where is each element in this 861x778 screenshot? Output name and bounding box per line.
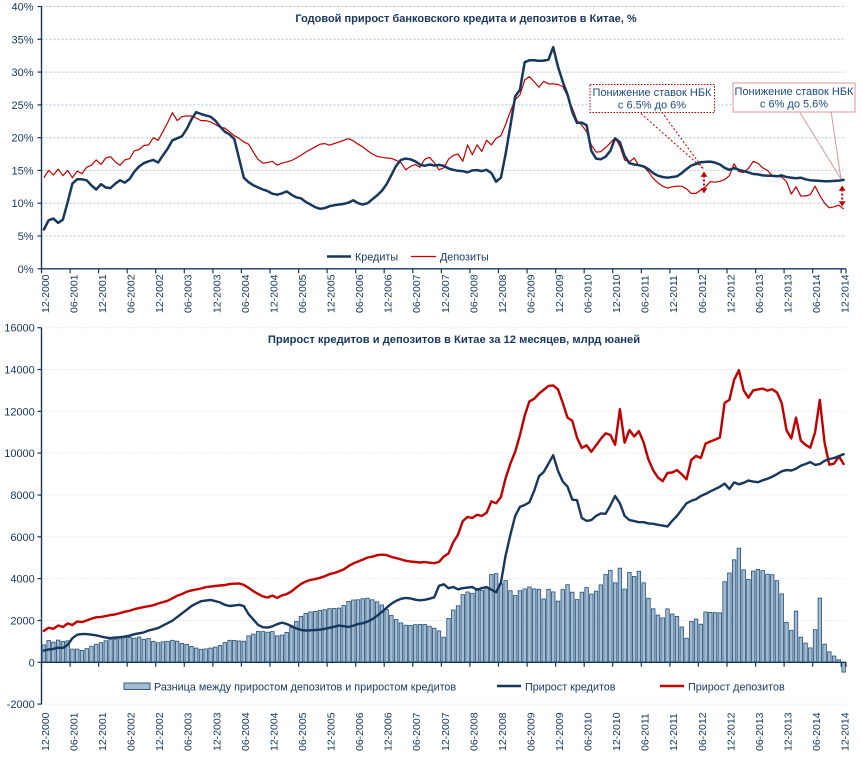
svg-text:06-2013: 06-2013 — [754, 274, 766, 313]
svg-text:4000: 4000 — [10, 574, 34, 586]
svg-text:12-2004: 12-2004 — [268, 274, 280, 313]
svg-text:20%: 20% — [11, 133, 33, 145]
svg-text:15%: 15% — [11, 165, 33, 177]
svg-text:12-2005: 12-2005 — [326, 712, 338, 751]
svg-text:16000: 16000 — [4, 323, 35, 335]
svg-text:12-2014: 12-2014 — [840, 712, 852, 751]
svg-text:с 6% до 5.6%: с 6% до 5.6% — [760, 99, 828, 111]
svg-text:12-2009: 12-2009 — [554, 712, 566, 751]
svg-text:14000: 14000 — [4, 365, 35, 377]
svg-text:12000: 12000 — [4, 406, 35, 418]
svg-text:10000: 10000 — [4, 448, 35, 460]
svg-text:8000: 8000 — [10, 490, 34, 502]
svg-text:12-2008: 12-2008 — [497, 274, 509, 313]
svg-text:12-2003: 12-2003 — [211, 274, 223, 313]
svg-text:0: 0 — [29, 657, 35, 669]
svg-text:12-2010: 12-2010 — [611, 274, 623, 313]
svg-text:12-2006: 12-2006 — [383, 712, 395, 751]
svg-text:06-2003: 06-2003 — [183, 712, 195, 751]
svg-text:Прирост кредитов и депозитов в: Прирост кредитов и депозитов в Китае за … — [268, 334, 640, 346]
svg-text:25%: 25% — [11, 100, 33, 112]
svg-text:06-2007: 06-2007 — [411, 274, 423, 313]
svg-text:Прирост депозитов: Прирост депозитов — [688, 682, 785, 694]
svg-text:-2000: -2000 — [7, 699, 35, 711]
svg-text:12-2012: 12-2012 — [725, 274, 737, 313]
svg-text:12-2005: 12-2005 — [326, 274, 338, 313]
svg-text:12-2001: 12-2001 — [97, 274, 109, 313]
svg-text:12-2007: 12-2007 — [440, 274, 452, 313]
svg-text:35%: 35% — [11, 34, 33, 46]
svg-text:12-2010: 12-2010 — [611, 712, 623, 751]
svg-text:Понижение ставок НБК: Понижение ставок НБК — [735, 86, 855, 98]
svg-text:06-2010: 06-2010 — [583, 274, 595, 313]
svg-text:12-2000: 12-2000 — [40, 712, 52, 751]
svg-text:12-2011: 12-2011 — [668, 275, 680, 313]
svg-text:06-2001: 06-2001 — [68, 274, 80, 313]
svg-text:с 6.5% до 6%: с 6.5% до 6% — [618, 100, 686, 112]
svg-text:06-2002: 06-2002 — [126, 274, 138, 313]
svg-text:6000: 6000 — [10, 532, 34, 544]
svg-text:12-2000: 12-2000 — [40, 274, 52, 313]
svg-text:12-2002: 12-2002 — [154, 712, 166, 751]
svg-text:Разница между приростом депоз: Разница между приростом депозитов и прир… — [154, 682, 456, 694]
svg-text:30%: 30% — [11, 67, 33, 79]
svg-text:06-2005: 06-2005 — [297, 712, 309, 751]
svg-text:06-2004: 06-2004 — [240, 712, 252, 751]
svg-text:Понижение ставок НБК: Понижение ставок НБК — [593, 87, 713, 99]
svg-text:12-2013: 12-2013 — [783, 712, 795, 751]
svg-text:06-2004: 06-2004 — [240, 274, 252, 313]
svg-text:06-2010: 06-2010 — [583, 712, 595, 751]
svg-text:12-2012: 12-2012 — [725, 712, 737, 751]
svg-text:12-2003: 12-2003 — [211, 712, 223, 751]
svg-text:Кредиты: Кредиты — [355, 252, 398, 264]
svg-text:06-2006: 06-2006 — [354, 712, 366, 751]
svg-text:12-2011: 12-2011 — [668, 713, 680, 751]
svg-text:06-2002: 06-2002 — [126, 712, 138, 751]
svg-text:06-2008: 06-2008 — [468, 712, 480, 751]
svg-text:12-2007: 12-2007 — [440, 712, 452, 751]
svg-text:06-2001: 06-2001 — [68, 712, 80, 751]
svg-text:06-2014: 06-2014 — [811, 274, 823, 313]
svg-text:06-2009: 06-2009 — [525, 712, 537, 751]
svg-text:12-2002: 12-2002 — [154, 274, 166, 313]
svg-text:12-2013: 12-2013 — [783, 274, 795, 313]
svg-text:06-2007: 06-2007 — [411, 712, 423, 751]
svg-text:06-2005: 06-2005 — [297, 274, 309, 313]
svg-text:40%: 40% — [11, 2, 33, 14]
svg-text:06-2009: 06-2009 — [525, 274, 537, 313]
svg-text:12-2001: 12-2001 — [97, 712, 109, 751]
svg-text:06-2013: 06-2013 — [754, 712, 766, 751]
svg-text:12-2004: 12-2004 — [268, 712, 280, 751]
svg-text:Депозиты: Депозиты — [440, 252, 489, 264]
svg-text:06-2012: 06-2012 — [697, 712, 709, 751]
svg-text:2000: 2000 — [10, 616, 34, 628]
svg-text:12-2014: 12-2014 — [840, 274, 852, 313]
svg-text:Прирост кредитов: Прирост кредитов — [525, 682, 616, 694]
svg-text:06-2011: 06-2011 — [640, 713, 652, 751]
svg-text:5%: 5% — [18, 231, 34, 243]
svg-text:06-2011: 06-2011 — [640, 275, 652, 313]
svg-text:12-2008: 12-2008 — [497, 712, 509, 751]
svg-text:0%: 0% — [18, 264, 34, 276]
svg-text:12-2006: 12-2006 — [383, 274, 395, 313]
svg-text:Годовой прирост банковского кр: Годовой прирост банковского кредита и де… — [295, 13, 636, 25]
svg-text:06-2014: 06-2014 — [811, 712, 823, 751]
svg-text:06-2008: 06-2008 — [468, 274, 480, 313]
svg-text:06-2003: 06-2003 — [183, 274, 195, 313]
svg-text:06-2006: 06-2006 — [354, 274, 366, 313]
svg-text:10%: 10% — [11, 198, 33, 210]
svg-text:06-2012: 06-2012 — [697, 274, 709, 313]
svg-text:12-2009: 12-2009 — [554, 274, 566, 313]
